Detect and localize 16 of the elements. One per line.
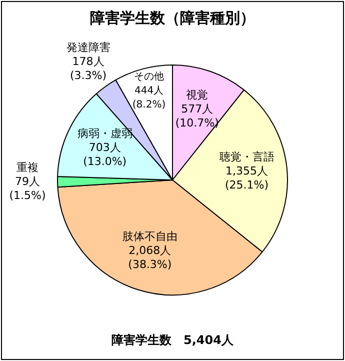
slice-label: 肢体不自由 (122, 230, 178, 244)
data-label: 577人 (10.7%) (175, 102, 219, 130)
data-label: 1,355人 (25.1%) (225, 164, 269, 192)
slice-label: その他 (134, 70, 164, 83)
slice-label: 視覚 (186, 88, 208, 102)
data-label: 178人 (3.3%) (70, 54, 107, 82)
slice-label: 発達障害 (66, 40, 110, 54)
data-label: 444人 (8.2%) (132, 86, 166, 111)
slice-label: 聴覚・言語 (219, 150, 274, 164)
chart-title: 障害学生数（障害種別） (89, 8, 256, 29)
data-label: 703人 (13.0%) (83, 141, 127, 168)
text: 障害学生数 5,404人 (110, 332, 234, 349)
data-label: 79人 (1.5%) (9, 175, 46, 202)
data-label: 2,068人 (38.3%) (128, 244, 172, 272)
slice-label: 病弱・虚弱 (77, 127, 132, 140)
slice-label: 重複 (16, 161, 39, 174)
